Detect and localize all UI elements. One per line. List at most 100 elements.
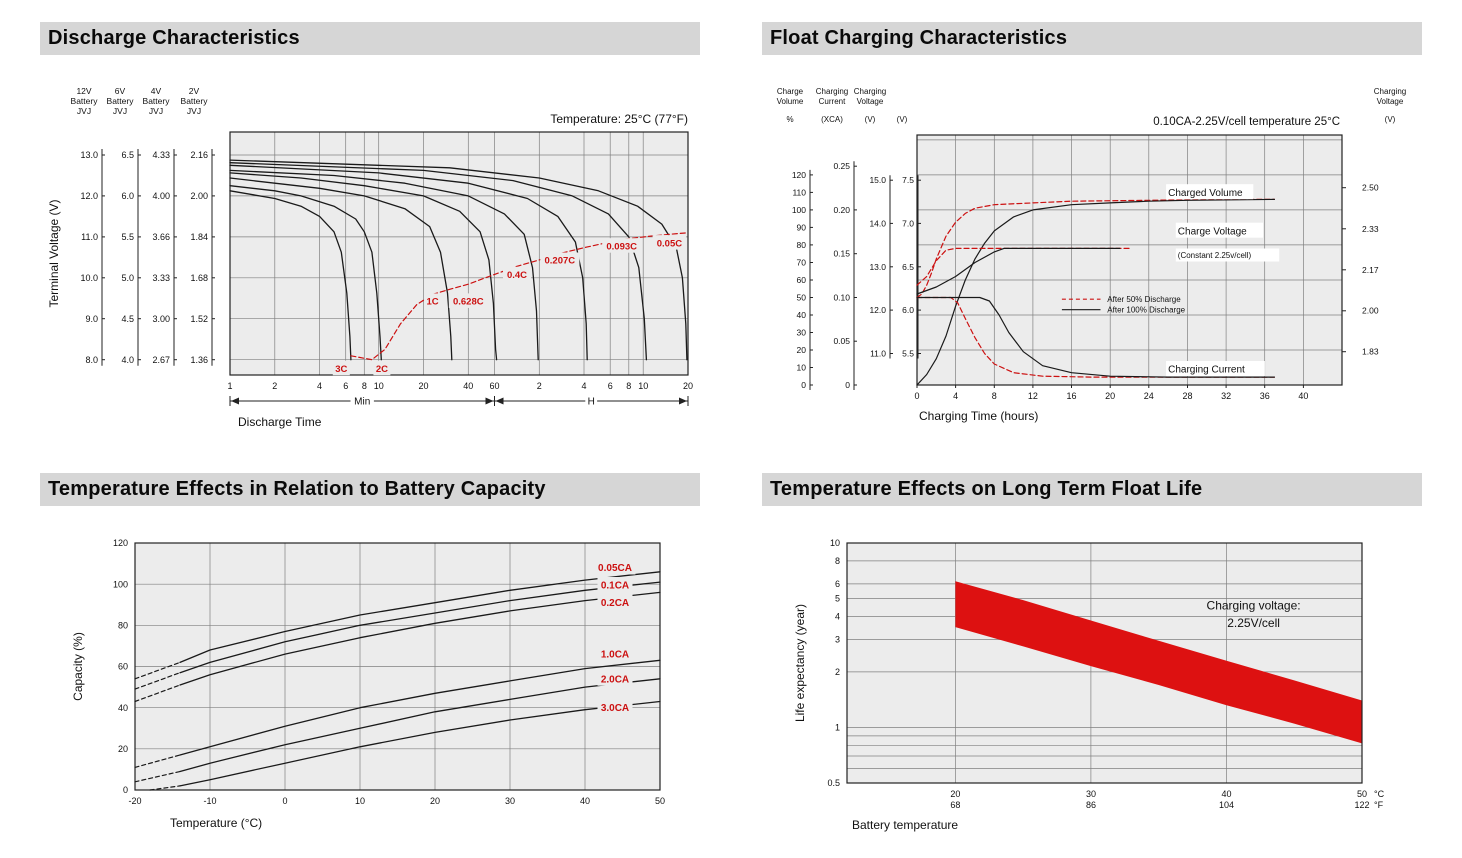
axis-tick: 120 bbox=[113, 538, 128, 548]
arrow-left-icon bbox=[231, 397, 239, 405]
axis-tick: 13.0 bbox=[80, 150, 98, 160]
axis-header: JVJ bbox=[149, 106, 163, 116]
axis-section-label: Min bbox=[354, 397, 370, 408]
rate-label-bg bbox=[597, 577, 633, 592]
rate-label: 1.0CA bbox=[601, 650, 629, 661]
axis-tick: 4.5 bbox=[121, 314, 134, 324]
rate-label: 0.2CA bbox=[601, 598, 629, 609]
axis-tick: 1.83 bbox=[1362, 347, 1379, 357]
series-0.207C bbox=[229, 164, 588, 361]
series-charging-current-after-50 bbox=[916, 296, 1275, 378]
temp-capacity-chart-svg: 0 20 40 60 80 100 120 -20 -10 0 10 20 30 40 50 Capacity… bbox=[71, 538, 665, 830]
curve-label: Charging Current bbox=[1168, 365, 1245, 376]
axis-tick: 10 bbox=[797, 362, 807, 372]
axis-tick: 0.15 bbox=[833, 249, 850, 259]
axis-unit: (V) bbox=[1385, 115, 1396, 124]
axis-tick: 40 bbox=[797, 310, 807, 320]
axis-section-label: H bbox=[588, 397, 595, 408]
panel-title-float-life: Temperature Effects on Long Term Float L… bbox=[762, 473, 1422, 506]
axis-tick-celsius: 20 bbox=[950, 789, 960, 799]
series-0.05C bbox=[229, 159, 688, 361]
axis-tick: 10 bbox=[355, 796, 365, 806]
axis-tick: 10 bbox=[830, 538, 840, 548]
axis-tick: 6 bbox=[835, 579, 840, 589]
legend-label: After 100% Discharge bbox=[1107, 306, 1185, 315]
arrow-left-icon bbox=[495, 397, 504, 405]
temp-capacity-chart: 0 20 40 60 80 100 120 -20 -10 0 10 20 30 40 50 Capacity… bbox=[40, 528, 700, 858]
axis-tick: 7.5 bbox=[902, 175, 914, 185]
float-charging-chart: Charge Volume% 120 110 100 90 80 70 60 50 40 30 20 10… bbox=[762, 77, 1422, 447]
series-charged-volume-after-50 bbox=[916, 198, 1275, 299]
axis-tick: 1.68 bbox=[190, 273, 208, 283]
axis-tick: 6.5 bbox=[902, 262, 914, 272]
panel-float-life: Temperature Effects on Long Term Float L… bbox=[762, 473, 1422, 858]
axis-tick: 30 bbox=[797, 327, 807, 337]
axis-tick: 0.10 bbox=[833, 292, 850, 302]
rate-label-bg bbox=[373, 360, 391, 376]
axis-tick: 3.66 bbox=[152, 232, 170, 242]
series-charge-voltage-after-50 bbox=[916, 247, 1131, 286]
series-0.1CA bbox=[179, 581, 661, 674]
curve-label: Charged Volume bbox=[1168, 188, 1243, 199]
axis-tick: 12.0 bbox=[869, 305, 886, 315]
axis-tick: 5.0 bbox=[121, 273, 134, 283]
curve-label: Charge Voltage bbox=[1178, 226, 1247, 237]
legend-label: After 50% Discharge bbox=[1107, 295, 1181, 304]
axis-tick: 3.00 bbox=[152, 314, 170, 324]
arrow-right-icon bbox=[679, 397, 687, 405]
axis-header: Charge bbox=[777, 87, 804, 96]
axis-header: Volume bbox=[777, 97, 804, 106]
axis-tick-fahrenheit: 122 bbox=[1354, 800, 1369, 810]
float-charging-chart-svg: ChargeVolume%120110100908070605040302010… bbox=[777, 87, 1407, 423]
axis-tick: 8 bbox=[626, 381, 631, 391]
rate-label: 0.628C bbox=[453, 297, 484, 308]
series-1.0CA-dashed bbox=[134, 754, 181, 768]
axis-header: 6V bbox=[115, 86, 126, 96]
rate-label: 1C bbox=[426, 297, 438, 308]
series-0.05CA bbox=[179, 571, 661, 664]
float-life-chart: 10 8 6 5 4 3 2 1 0.5 20 68 30 86 40 104 50 122 °C °F Life e… bbox=[762, 528, 1422, 858]
axis-tick: 8.0 bbox=[85, 355, 98, 365]
axis-tick: 9.0 bbox=[85, 314, 98, 324]
axis-tick: 2.33 bbox=[1362, 224, 1379, 234]
axis-section-label-bg bbox=[585, 392, 598, 408]
panel-title-float-charging: Float Charging Characteristics bbox=[762, 22, 1422, 55]
axis-tick: 40 bbox=[118, 703, 128, 713]
rate-label-bg bbox=[597, 699, 633, 715]
series-2.0CA-dashed bbox=[134, 770, 181, 783]
axis-tick: 100 bbox=[113, 579, 128, 589]
axis-tick: 110 bbox=[792, 187, 806, 197]
rate-label-bg bbox=[503, 266, 531, 282]
chart-annotation: Temperature: 25°C (77°F) bbox=[550, 112, 688, 126]
axis-tick: 0.5 bbox=[827, 778, 840, 788]
axis-tick: 4 bbox=[317, 381, 322, 391]
capacity-curve bbox=[350, 232, 686, 361]
axis-unit-fahrenheit: °F bbox=[1374, 800, 1384, 810]
axis-header: 12V bbox=[76, 86, 91, 96]
rate-label-bg bbox=[602, 238, 642, 253]
axis-tick-fahrenheit: 68 bbox=[950, 800, 960, 810]
axis-tick: 36 bbox=[1260, 391, 1270, 401]
axis-tick: 32 bbox=[1221, 391, 1231, 401]
axis-tick-celsius: 40 bbox=[1221, 789, 1231, 799]
axis-tick: 5 bbox=[835, 594, 840, 604]
axis-tick: 0 bbox=[282, 796, 287, 806]
axis-tick: 20 bbox=[118, 744, 128, 754]
axis-tick: 5.5 bbox=[121, 232, 134, 242]
x-axis-title: Battery temperature bbox=[852, 818, 958, 832]
y-axis-title: Capacity (%) bbox=[71, 632, 85, 701]
rate-label-bg bbox=[448, 293, 488, 308]
plot-frame bbox=[229, 131, 689, 376]
series-charging-current-after-100 bbox=[916, 296, 1275, 378]
rate-label: 2C bbox=[376, 364, 388, 375]
panel-temp-capacity: Temperature Effects in Relation to Batte… bbox=[40, 473, 700, 858]
curve-label-bg bbox=[1175, 222, 1263, 238]
panel-title-discharge: Discharge Characteristics bbox=[40, 22, 700, 55]
axis-tick: 6 bbox=[343, 381, 348, 391]
axis-tick: 20 bbox=[430, 796, 440, 806]
plot-background bbox=[230, 132, 688, 375]
life-expectancy-band bbox=[955, 581, 1362, 744]
axis-tick: 10.0 bbox=[80, 273, 98, 283]
axis-tick: 60 bbox=[118, 662, 128, 672]
axis-tick: 28 bbox=[1182, 391, 1192, 401]
